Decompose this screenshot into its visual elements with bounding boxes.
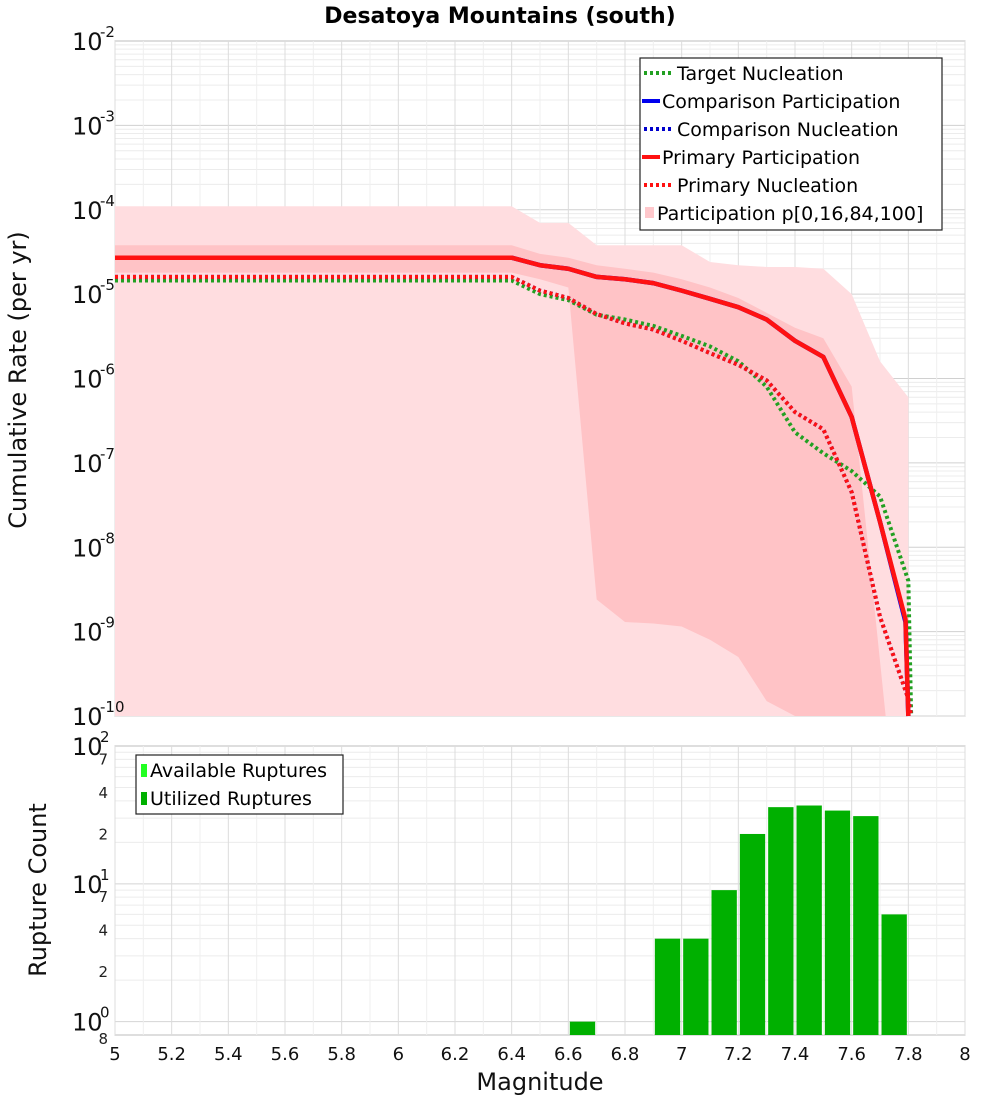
count-legend-box — [135, 754, 344, 815]
x-tick-label: 5.4 — [214, 1044, 243, 1065]
rate-y-tick-label: 10 — [72, 197, 103, 225]
x-tick-label: 7.6 — [837, 1044, 866, 1065]
legend-label-comparison-nucleation: Comparison Nucleation — [677, 119, 899, 141]
utilized-ruptures-bar — [853, 816, 879, 1035]
x-tick-label: 7.8 — [894, 1044, 923, 1065]
utilized-ruptures-bar — [654, 938, 681, 1035]
utilized-ruptures-bar — [711, 890, 737, 1035]
rate-curves — [115, 255, 914, 717]
x-tick-label: 8 — [959, 1044, 970, 1065]
legend-label-available-ruptures: Available Ruptures — [150, 760, 327, 782]
rate-y-tick-label: 10 — [72, 366, 103, 394]
rate-y-tick-exponent: -4 — [100, 192, 115, 210]
count-legend: Available Ruptures Utilized Ruptures — [135, 754, 344, 815]
x-tick-label: 5.6 — [271, 1044, 300, 1065]
rate-y-tick-label: 10 — [72, 281, 103, 309]
rate-y-tick-label: 10 — [72, 703, 103, 731]
x-tick-label: 6.2 — [441, 1044, 470, 1065]
utilized-ruptures-bar — [683, 938, 709, 1035]
rate-y-tick-label: 10 — [72, 28, 103, 56]
x-tick-label: 6.6 — [554, 1044, 583, 1065]
count-y-tick-label: 10 — [72, 1009, 103, 1037]
primary-nucleation-line — [115, 274, 914, 717]
utilized-ruptures-bar — [569, 1021, 596, 1035]
rate-y-tick-exponent: -9 — [100, 614, 115, 632]
rate-y-tick-exponent: -6 — [100, 361, 115, 379]
chart-title: Desatoya Mountains (south) — [324, 4, 675, 29]
count-y-tick-exponent: 2 — [100, 728, 110, 746]
x-tick-label: 6 — [393, 1044, 404, 1065]
legend-label-participation-band: Participation p[0,16,84,100] — [657, 203, 923, 225]
rate-legend-box — [639, 57, 943, 231]
legend-label-utilized-ruptures: Utilized Ruptures — [150, 788, 312, 810]
utilized-ruptures-bar — [768, 807, 794, 1035]
rate-y-tick-exponent: -3 — [100, 107, 115, 125]
utilized-ruptures-bar — [796, 805, 822, 1035]
utilized-ruptures-bar — [824, 810, 851, 1035]
count-y-tick-label: 10 — [72, 871, 103, 899]
count-y-minor-tick-label: 4 — [98, 922, 108, 940]
x-tick-label: 7.4 — [781, 1044, 810, 1065]
rate-y-tick-exponent: -8 — [100, 529, 115, 547]
count-y-tick-label: 10 — [72, 733, 103, 761]
magnitude-x-ticks: 5 5.2 5.4 5.6 5.8 6 6.2 6.4 6.6 6.8 7 7.2 7.4 7.6 7.8 8 — [109, 1044, 970, 1065]
x-tick-label: 7 — [676, 1044, 687, 1065]
participation-p-16-84-band — [115, 245, 886, 717]
x-tick-label: 6.4 — [497, 1044, 526, 1065]
participation-bands — [115, 206, 909, 717]
count-y-minor-tick-label: 7 — [98, 888, 108, 906]
count-y-minor-tick-label: 2 — [98, 963, 108, 981]
legend-label-target-nucleation: Target Nucleation — [676, 63, 844, 85]
rate-y-tick-exponent: -2 — [100, 23, 115, 41]
rate-y-tick-label: 10 — [72, 112, 103, 140]
rate-y-tick-exponent: -5 — [100, 276, 115, 294]
rate-legend: Target Nucleation Comparison Participati… — [639, 57, 943, 231]
x-tick-label: 5.2 — [157, 1044, 186, 1065]
x-tick-label: 7.2 — [724, 1044, 753, 1065]
rate-y-tick-label: 10 — [72, 450, 103, 478]
count-y-minor-tick-label: 8 — [98, 1030, 108, 1048]
rate-y-axis-label: Cumulative Rate (per yr) — [4, 231, 32, 529]
count-bars — [569, 805, 907, 1035]
primary-participation-line — [115, 255, 911, 717]
legend-swatch-utilized-ruptures — [141, 792, 147, 805]
target-nucleation-line — [115, 278, 914, 717]
x-tick-label: 5 — [109, 1044, 120, 1065]
utilized-ruptures-bar — [739, 833, 766, 1035]
rate-y-tick-label: 10 — [72, 619, 103, 647]
x-tick-label: 6.8 — [611, 1044, 640, 1065]
legend-swatch-available-ruptures — [141, 764, 147, 777]
utilized-ruptures-bar — [881, 914, 907, 1035]
count-y-tick-exponent: 1 — [100, 866, 110, 884]
count-y-tick-exponent: 0 — [100, 1004, 110, 1022]
legend-label-primary-participation: Primary Participation — [662, 147, 860, 169]
legend-label-comparison-participation: Comparison Participation — [662, 91, 900, 113]
legend-swatch-participation-band — [645, 207, 654, 218]
rate-y-tick-label: 10 — [72, 534, 103, 562]
count-y-minor-tick-label: 7 — [98, 750, 108, 768]
count-y-axis-label: Rupture Count — [24, 803, 52, 977]
count-y-minor-tick-label: 2 — [98, 825, 108, 843]
x-axis-label: Magnitude — [476, 1068, 603, 1096]
rate-y-tick-exponent: -7 — [100, 445, 115, 463]
count-y-minor-tick-label: 4 — [98, 784, 108, 802]
x-tick-label: 5.8 — [327, 1044, 356, 1065]
count-grid — [114, 746, 966, 1035]
rate-y-tick-exponent: -10 — [100, 698, 125, 716]
legend-label-primary-nucleation: Primary Nucleation — [677, 175, 858, 197]
